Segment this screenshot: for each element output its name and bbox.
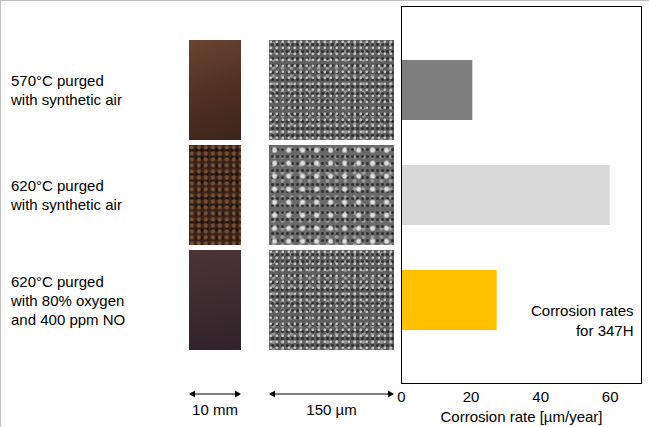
- html-text:10 mm: 10 mm: [192, 401, 238, 418]
- svg-text:60: 60: [602, 388, 619, 405]
- html-text:and 400 ppm NO: and 400 ppm NO: [11, 310, 126, 328]
- svg-text:Corrosion ratesfor 347H: Corrosion ratesfor 347H: [531, 302, 634, 339]
- html-text:620°C purged: 620°C purged: [11, 177, 104, 194]
- html-text:with synthetic air: with synthetic air: [11, 196, 122, 213]
- html-text:150 µm: 150 µm: [306, 401, 357, 418]
- svg-text:40: 40: [532, 388, 549, 405]
- html-text:620°C purged: 620°C purged: [11, 272, 104, 290]
- html-text:with synthetic air: with synthetic air: [11, 91, 122, 108]
- svg-text:20: 20: [463, 388, 480, 405]
- svg-text:0: 0: [397, 388, 405, 405]
- svg-text:Corrosion rate [µm/year]: Corrosion rate [µm/year]: [440, 408, 602, 425]
- html-text:with 80% oxygen: with 80% oxygen: [11, 291, 125, 309]
- html-text:570°C purged: 570°C purged: [11, 72, 104, 89]
